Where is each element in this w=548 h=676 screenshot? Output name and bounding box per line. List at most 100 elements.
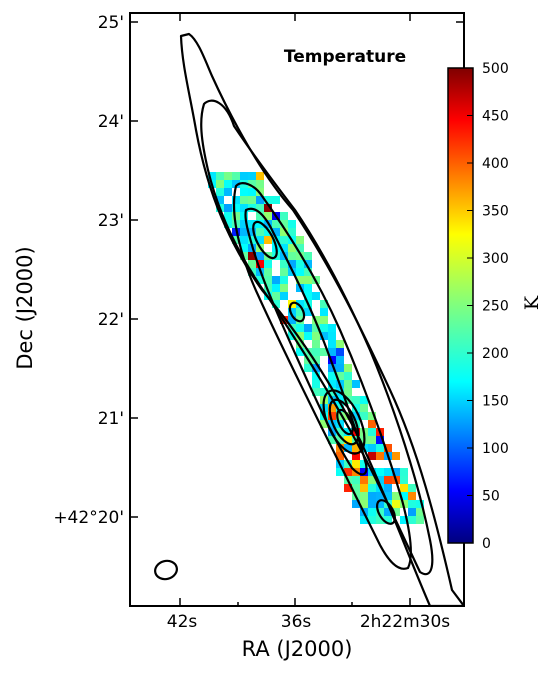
temperature-pixel-20 xyxy=(232,196,240,204)
temperature-pixel-82 xyxy=(248,260,256,268)
temperature-pixel-100 xyxy=(296,276,304,284)
temperature-pixel-5 xyxy=(248,172,256,180)
temperature-pixel-21 xyxy=(240,196,248,204)
x-axis-label: RA (J2000) xyxy=(242,637,353,661)
temperature-pixel-40 xyxy=(224,220,232,228)
colorbar-tick-label-5: 250 xyxy=(482,299,509,315)
y-tick-label-5: 25' xyxy=(98,13,124,33)
temperature-pixel-154 xyxy=(312,364,320,372)
temperature-pixel-194 xyxy=(368,420,376,428)
temperature-pixel-237 xyxy=(360,476,368,484)
temperature-pixel-71 xyxy=(288,244,296,252)
temperature-pixel-128 xyxy=(296,324,304,332)
temperature-pixel-129 xyxy=(304,324,312,332)
temperature-pixel-161 xyxy=(344,372,352,380)
temperature-pixel-229 xyxy=(360,468,368,476)
temperature-pixel-188 xyxy=(360,412,368,420)
temperature-pixel-203 xyxy=(336,436,344,444)
temperature-pixel-223 xyxy=(344,460,352,468)
temperature-pixel-255 xyxy=(384,492,392,500)
colorbar-ticks: 0 50 100 150 200 250 300 350 400 450 500 xyxy=(467,61,509,552)
temperature-pixel-22 xyxy=(248,196,256,204)
temperature-pixel-35 xyxy=(240,212,248,220)
colorbar-tick-label-3: 150 xyxy=(482,394,509,410)
temperature-pixel-171 xyxy=(344,388,352,396)
temperature-pixel-92 xyxy=(280,268,288,276)
temperature-pixel-202 xyxy=(328,436,336,444)
colorbar-tick-label-0: 0 xyxy=(482,536,491,552)
temperature-pixel-13 xyxy=(256,180,264,188)
temperature-pixel-24 xyxy=(264,196,272,204)
temperature-pixel-249 xyxy=(400,484,408,492)
temperature-pixel-167 xyxy=(312,388,320,396)
temperature-pixel-246 xyxy=(368,484,376,492)
temperature-pixel-54 xyxy=(272,228,280,236)
temperature-pixel-74 xyxy=(248,252,256,260)
colorbar-label: K xyxy=(521,295,543,310)
temperature-pixel-136 xyxy=(312,332,320,340)
colorbar-tick-label-7: 350 xyxy=(482,204,509,220)
temperature-pixel-264 xyxy=(392,500,400,508)
temperature-pixel-252 xyxy=(360,492,368,500)
temperature-pixel-101 xyxy=(304,276,312,284)
temperature-pixel-15 xyxy=(224,188,232,196)
temperature-pixel-156 xyxy=(336,364,344,372)
temperature-pixel-226 xyxy=(336,468,344,476)
temperature-pixel-242 xyxy=(400,476,408,484)
temperature-pixel-63 xyxy=(280,236,288,244)
temperature-pixel-227 xyxy=(344,468,352,476)
temperature-pixel-145 xyxy=(312,348,320,356)
temperature-pixel-217 xyxy=(352,452,360,460)
colorbar-tick-label-2: 100 xyxy=(482,441,509,457)
temperature-pixel-189 xyxy=(368,412,376,420)
colorbar-tick-label-4: 200 xyxy=(482,346,509,362)
temperature-pixel-37 xyxy=(264,212,272,220)
temperature-pixel-111 xyxy=(304,292,312,300)
temperature-pixel-104 xyxy=(272,284,280,292)
temperature-pixel-279 xyxy=(400,516,408,524)
contour-peak-south xyxy=(376,499,396,525)
temperature-pixel-267 xyxy=(416,500,424,508)
temperature-pixel-143 xyxy=(296,348,304,356)
temperature-pixel-210 xyxy=(344,444,352,452)
colorbar-tick-label-1: 50 xyxy=(482,489,500,505)
temperature-pixel-232 xyxy=(384,468,392,476)
temperature-pixel-118 xyxy=(288,308,296,316)
temperature-pixel-187 xyxy=(352,412,360,420)
temperature-pixel-88 xyxy=(304,260,312,268)
temperature-pixel-19 xyxy=(216,196,224,204)
temperature-pixel-28 xyxy=(232,204,240,212)
contour-level-4 xyxy=(244,207,368,476)
temperature-pixel-120 xyxy=(304,308,312,316)
beam-ellipse xyxy=(154,559,178,581)
temperature-pixel-79 xyxy=(288,252,296,260)
temperature-pixel-2 xyxy=(224,172,232,180)
temperature-pixel-165 xyxy=(344,380,352,388)
temperature-pixel-253 xyxy=(368,492,376,500)
temperature-pixel-107 xyxy=(304,284,312,292)
temperature-pixel-185 xyxy=(336,412,344,420)
temperature-pixel-219 xyxy=(376,452,384,460)
temperature-pixel-139 xyxy=(296,340,304,348)
temperature-pixel-160 xyxy=(336,372,344,380)
temperature-pixel-155 xyxy=(328,364,336,372)
temperature-pixel-281 xyxy=(416,516,424,524)
temperature-pixel-31 xyxy=(256,204,264,212)
temperature-pixel-207 xyxy=(368,436,376,444)
temperature-pixel-140 xyxy=(312,340,320,348)
temperature-pixel-16 xyxy=(240,188,248,196)
temperature-pixel-208 xyxy=(376,436,384,444)
temperature-pixel-60 xyxy=(256,236,264,244)
temperature-pixel-59 xyxy=(248,236,256,244)
temperature-pixel-1 xyxy=(216,172,224,180)
temperature-pixel-43 xyxy=(248,220,256,228)
y-tick-label-2: 22' xyxy=(98,310,124,330)
temperature-pixel-159 xyxy=(328,372,336,380)
temperature-pixel-162 xyxy=(312,380,320,388)
temperature-pixel-87 xyxy=(296,260,304,268)
temperature-pixel-12 xyxy=(248,180,256,188)
temperature-pixel-204 xyxy=(344,436,352,444)
temperature-pixel-96 xyxy=(256,276,264,284)
temperature-pixel-112 xyxy=(312,292,320,300)
temperature-pixel-150 xyxy=(312,356,320,364)
